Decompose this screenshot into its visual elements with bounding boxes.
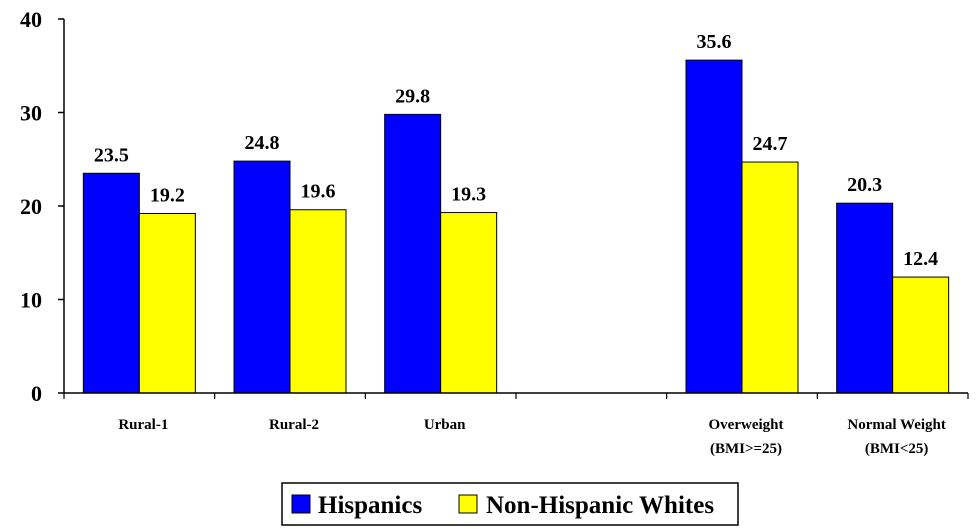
bar-hispanics [685,59,743,394]
bar-non-hispanic-whites [741,161,799,394]
data-label: 19.2 [150,184,185,206]
y-tick-label: 10 [20,288,42,313]
y-tick-label: 0 [31,381,42,406]
x-category-label: Normal Weight [847,417,945,433]
x-axis: Rural-1 Rural-2 Urban Overweight (BMI>=25) No… [63,392,969,457]
y-tick-label: 40 [20,7,42,32]
data-label: 20.3 [847,174,882,196]
bars [82,59,950,394]
x-category-label: (BMI<25) [865,441,929,457]
x-category-label: Rural-1 [118,417,168,433]
legend: Hispanics Non-Hispanic Whites [281,482,739,526]
x-category-label: Urban [424,417,466,433]
bar-hispanics [82,172,140,394]
bar-non-hispanic-whites [892,276,950,394]
x-category-label: Rural-2 [269,417,319,433]
bar-hispanics [384,113,442,394]
data-labels: 23.5 19.2 24.8 19.6 29.8 19.3 35.6 24.7 20.3 12.4 [94,31,938,270]
data-label: 19.3 [451,184,486,206]
bar-non-hispanic-whites [440,212,498,394]
y-tick-label: 20 [20,194,42,219]
y-axis: 0 10 20 30 40 [20,7,65,406]
y-tick-label: 30 [20,101,42,126]
legend-label: Non-Hispanic Whites [486,492,714,519]
legend-swatch [291,494,311,514]
data-label: 24.7 [753,133,788,155]
bar-non-hispanic-whites [289,209,347,394]
data-label: 29.8 [395,85,430,107]
x-category-label: Overweight [709,417,784,433]
legend-label: Hispanics [318,492,422,519]
bar-hispanics [836,202,894,394]
data-label: 23.5 [94,144,129,166]
legend-box [281,482,739,526]
data-label: 35.6 [697,31,732,53]
x-category-label: (BMI>=25) [710,441,782,457]
legend-swatch [458,494,478,514]
bar-non-hispanic-whites [138,212,196,394]
data-label: 12.4 [903,248,938,270]
bar-hispanics [233,160,291,394]
data-label: 24.8 [245,132,280,154]
data-label: 19.6 [301,181,336,203]
